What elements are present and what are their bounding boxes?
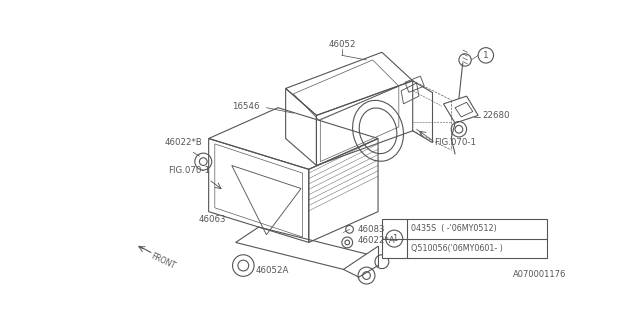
Text: 1: 1 — [392, 234, 397, 243]
Text: 46052: 46052 — [328, 40, 356, 49]
Text: 1: 1 — [483, 51, 489, 60]
Text: A070001176: A070001176 — [513, 270, 566, 279]
Text: 22680: 22680 — [482, 111, 509, 120]
Text: 0435S  ( -'06MY0512): 0435S ( -'06MY0512) — [411, 224, 497, 234]
Text: 46022*B: 46022*B — [164, 138, 202, 147]
Text: 46063: 46063 — [198, 215, 226, 224]
Text: 46052A: 46052A — [255, 267, 289, 276]
Text: FIG.070-1: FIG.070-1 — [168, 166, 210, 175]
Bar — [382, 219, 547, 258]
Text: FRONT: FRONT — [149, 252, 177, 271]
Text: 46083: 46083 — [357, 225, 385, 234]
Text: FIG.070-1: FIG.070-1 — [435, 138, 476, 147]
Text: 46022*A: 46022*A — [357, 236, 395, 244]
Text: Q510056('06MY0601- ): Q510056('06MY0601- ) — [411, 244, 503, 253]
Text: 16546: 16546 — [232, 102, 259, 111]
